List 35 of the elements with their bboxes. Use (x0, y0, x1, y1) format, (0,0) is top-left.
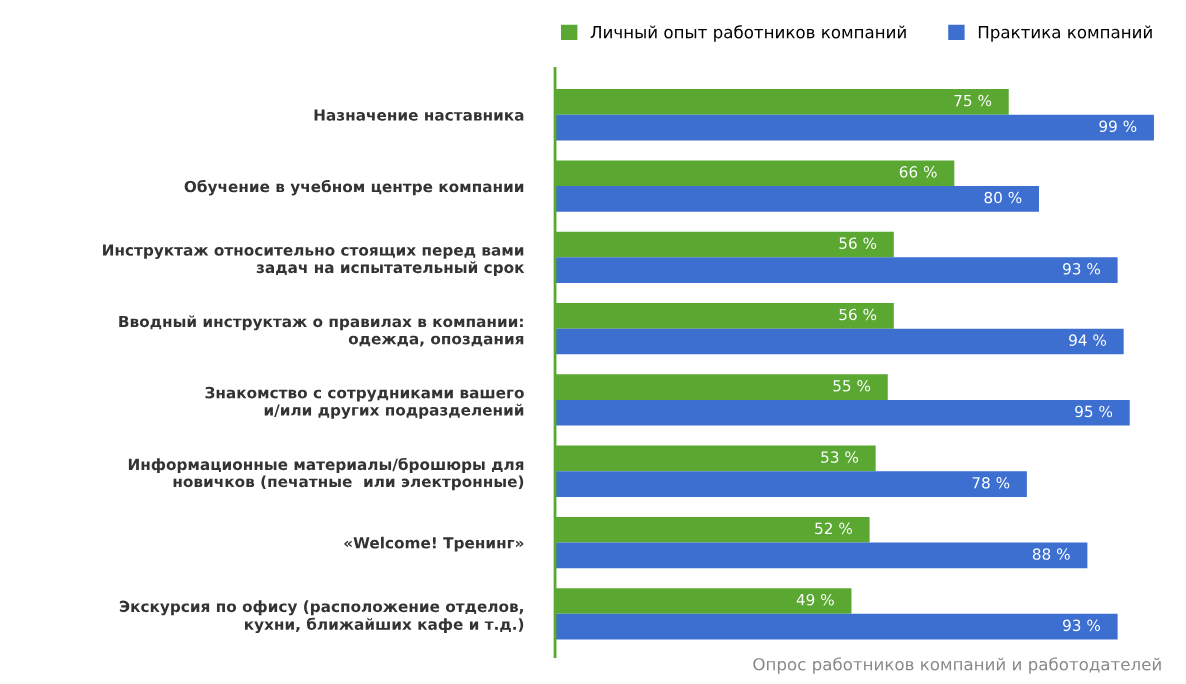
data-label: 94 % (1069, 334, 1107, 346)
bar (555, 542, 1088, 569)
text: Опрос работников компаний и работодателей (753, 657, 1161, 674)
y-tick-label: Экскурсия по офису (расположение отделов, кухни, ближайших кафе и т.д.) (119, 600, 524, 634)
bar (555, 257, 1118, 284)
bar (555, 328, 1124, 355)
data-label: 80 % (984, 191, 1022, 204)
y-tick-label: «Welcome! Тренинг» (344, 536, 524, 552)
data-label: 93 % (1063, 263, 1101, 275)
data-label: 56 % (839, 237, 877, 249)
data-label: 56 % (839, 308, 877, 321)
y-tick-label: Инструктаж относительно стоящих перед вами задач на испытательный срок (103, 244, 525, 277)
data-label: 95 % (1075, 405, 1113, 418)
data-label: 93 % (1063, 619, 1101, 632)
data-label: 99 % (1099, 120, 1137, 133)
bar (555, 186, 1039, 212)
data-label: 78 % (972, 476, 1010, 489)
data-label: 52 % (815, 522, 853, 535)
data-label: 53 % (821, 451, 859, 463)
data-label: 75 % (954, 94, 992, 107)
bar (555, 399, 1130, 426)
legend-label: Практика компаний (978, 25, 1152, 42)
y-tick-label: Обучение в учебном центре компании (184, 179, 524, 196)
y-tick-label: Информационные материалы/брошюры для новичков (печатные или электронные) (128, 457, 524, 491)
bar (555, 114, 1154, 141)
data-label: 55 % (833, 380, 871, 392)
bar (555, 471, 1027, 497)
data-label: 66 % (899, 166, 937, 178)
legend-label: Личный опыт работников компаний (590, 25, 906, 42)
y-tick-label: Назначение наставника (314, 109, 524, 121)
data-label: 49 % (796, 593, 834, 606)
bar (555, 613, 1118, 640)
y-tick-label: Вводный инструктаж о правилах в компании: одежда, опоздания (119, 315, 524, 347)
y-tick-label: Знакомство с сотрудниками вашего и/или других подразделений (205, 386, 524, 419)
data-label: 88 % (1032, 548, 1070, 560)
